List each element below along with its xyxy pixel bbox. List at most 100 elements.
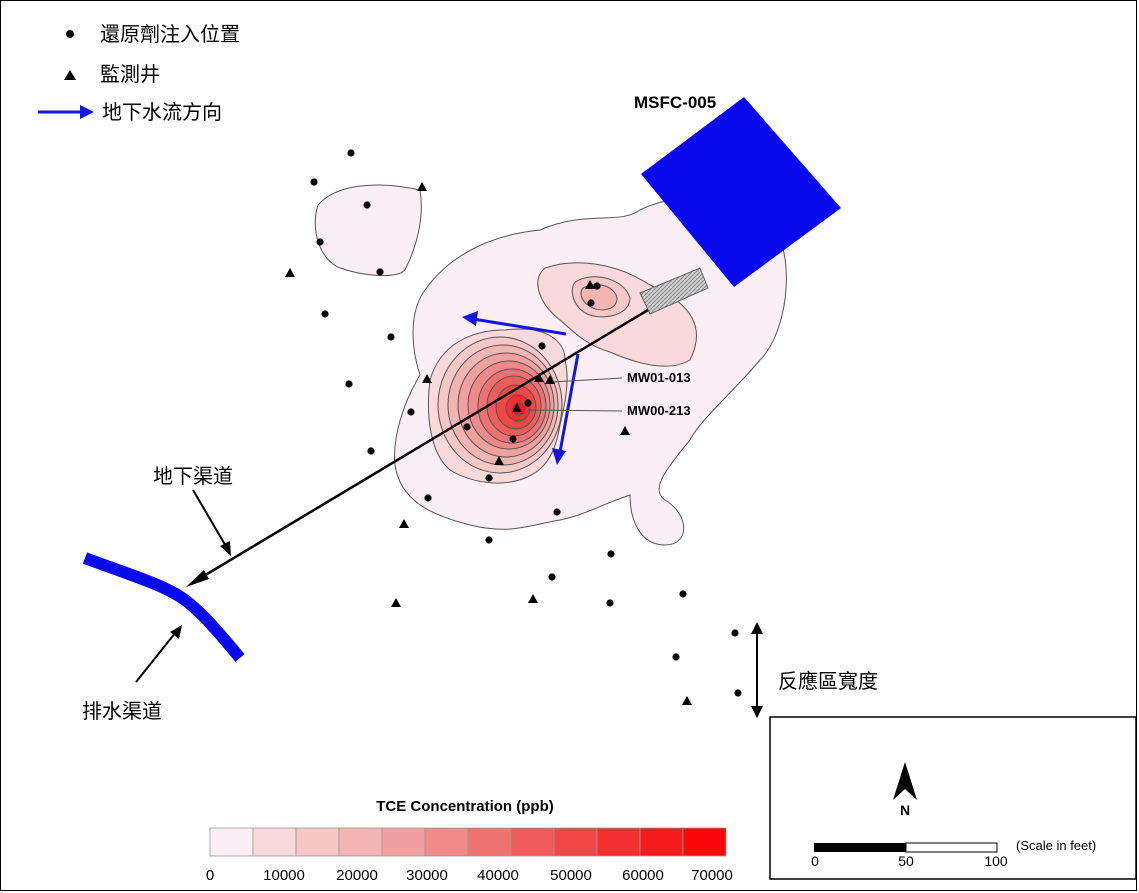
hatched-connector <box>639 267 709 315</box>
injection-point <box>679 590 687 598</box>
drainage-channel <box>82 552 245 662</box>
colorbar-ticks: 0 10000 20000 30000 40000 50000 60000 70000 <box>206 867 733 884</box>
north-label: N <box>900 802 910 818</box>
legend-well-label: 監測井 <box>100 62 160 86</box>
injection-point <box>606 599 614 607</box>
injection-point <box>387 333 395 341</box>
monitoring-well <box>422 374 432 383</box>
injection-point <box>310 178 318 186</box>
legend-flow-arrow-icon <box>80 105 94 119</box>
well-label-mw00-213: MW00-213 <box>627 403 691 418</box>
north-arrow-icon <box>893 762 917 800</box>
scale-inset: N 0 50 100 (Scale in feet) <box>769 716 1137 880</box>
colorbar-tick-label: 60000 <box>622 867 664 884</box>
colorbar-tick-label: 30000 <box>406 867 448 884</box>
scale-bar-white <box>905 842 998 853</box>
scale-unit: (Scale in feet) <box>1016 838 1096 853</box>
injection-point <box>463 423 471 431</box>
injection-point <box>524 399 532 407</box>
injection-point <box>509 435 517 443</box>
injection-point <box>607 550 615 558</box>
well-label-leaders <box>527 377 623 412</box>
monitoring-well <box>399 519 409 528</box>
injection-point <box>553 508 561 516</box>
colorbar-title: TCE Concentration (ppb) <box>376 798 553 815</box>
scale-tick-50: 50 <box>898 853 914 869</box>
monitoring-well <box>528 594 538 603</box>
flow-arrow-south <box>558 353 580 453</box>
monitoring-well <box>620 426 630 435</box>
injection-point <box>593 282 601 290</box>
colorbar-cell <box>553 827 598 857</box>
monitoring-well <box>391 598 401 607</box>
msfc-005-building <box>641 97 841 287</box>
injection-point <box>538 342 546 350</box>
monitoring-well <box>494 456 504 465</box>
colorbar-cell <box>682 827 727 857</box>
colorbar-cell <box>639 827 684 857</box>
underground-channel-line <box>186 308 649 587</box>
annotation-arrows <box>135 489 763 718</box>
injection-point <box>345 380 353 388</box>
injection-point <box>316 238 324 246</box>
injection-points <box>310 149 742 697</box>
injection-point <box>548 573 556 581</box>
legend: 還原劑注入位置 監測井 地下水流方向 <box>38 22 240 124</box>
colorbar-cell <box>338 827 383 857</box>
scale-bar-black <box>814 843 906 852</box>
colorbar-tick-label: 20000 <box>336 867 378 884</box>
colorbar-cell <box>510 827 555 857</box>
plume-upper-left-contour <box>314 184 422 277</box>
scale-tick-100: 100 <box>984 853 1008 869</box>
injection-point <box>376 268 384 276</box>
injection-point <box>407 408 415 416</box>
monitoring-well <box>285 268 295 277</box>
injection-point <box>587 299 595 307</box>
injection-point <box>485 536 493 544</box>
colorbar-cell <box>381 827 426 857</box>
colorbar-tick-label: 0 <box>206 867 214 884</box>
injection-point <box>485 474 493 482</box>
monitoring-wells <box>285 182 692 705</box>
colorbar-cell <box>596 827 641 857</box>
flow-arrow-west <box>472 317 567 336</box>
colorbar-cell <box>424 827 469 857</box>
monitoring-well <box>545 375 555 384</box>
monitoring-well <box>682 696 692 705</box>
colorbar-tick-label: 40000 <box>477 867 519 884</box>
injection-point <box>424 494 432 502</box>
injection-point <box>367 447 375 455</box>
legend-well-symbol <box>64 70 76 80</box>
scale-tick-0: 0 <box>811 853 819 869</box>
colorbar-cell <box>467 827 512 857</box>
injection-point <box>734 689 742 697</box>
drainage-channel-label: 排水渠道 <box>82 699 162 723</box>
colorbar-cells <box>209 827 727 857</box>
monitoring-well <box>534 373 544 382</box>
colorbar-cell <box>209 827 254 857</box>
injection-point <box>363 201 371 209</box>
colorbar-cell <box>295 827 340 857</box>
underground-channel-label: 地下渠道 <box>153 464 233 488</box>
monitoring-well <box>585 280 595 289</box>
injection-point <box>672 653 680 661</box>
groundwater-flow-arrows <box>462 311 580 465</box>
colorbar-tick-label: 10000 <box>263 867 305 884</box>
monitoring-well <box>417 182 427 191</box>
injection-point <box>347 149 355 157</box>
legend-injection-label: 還原劑注入位置 <box>100 22 240 46</box>
colorbar-tick-label: 50000 <box>550 867 592 884</box>
well-label-mw01-013: MW01-013 <box>627 370 691 385</box>
legend-injection-symbol <box>66 30 74 38</box>
tce-colorbar: TCE Concentration (ppb) 0 10000 20000 30000… <box>206 798 733 884</box>
colorbar-tick-label: 70000 <box>691 867 733 884</box>
monitoring-well <box>512 403 522 412</box>
colorbar-cell <box>252 827 297 857</box>
injection-point <box>731 629 739 637</box>
reaction-zone-width-label: 反應區寬度 <box>778 669 878 693</box>
injection-point <box>321 310 329 318</box>
site-label: MSFC-005 <box>634 93 716 112</box>
legend-flow-label: 地下水流方向 <box>102 100 222 124</box>
